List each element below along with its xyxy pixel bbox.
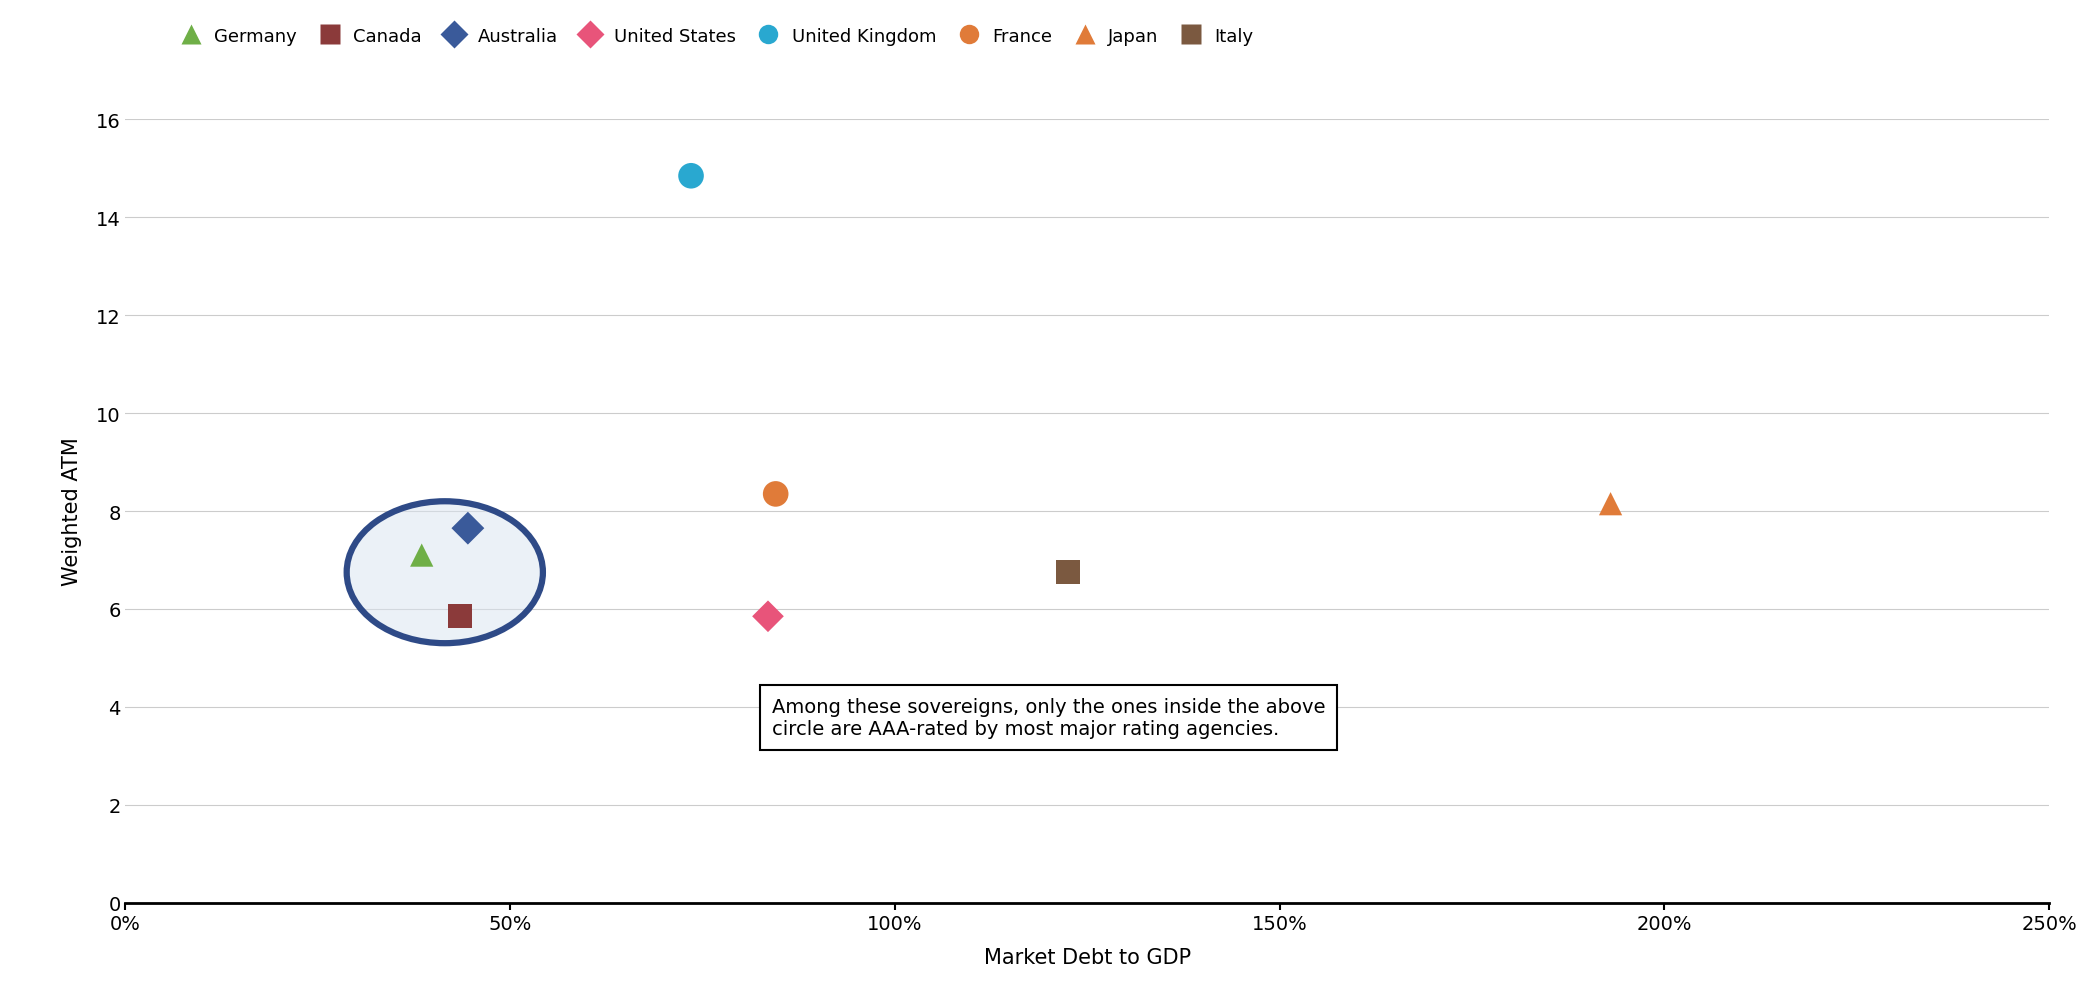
Point: [1052, 565, 1085, 581]
Point: [452, 521, 485, 537]
Point: [443, 609, 477, 625]
Point: [673, 169, 707, 185]
Point: [759, 486, 792, 503]
Y-axis label: Weighted ATM: Weighted ATM: [63, 437, 82, 586]
Legend: Germany, Canada, Australia, United States, United Kingdom, France, Japan, Italy: Germany, Canada, Australia, United State…: [174, 28, 1255, 46]
Point: [1593, 496, 1627, 513]
Point: [406, 548, 439, 564]
Ellipse shape: [347, 502, 544, 644]
Text: Among these sovereigns, only the ones inside the above
circle are AAA-rated by m: Among these sovereigns, only the ones in…: [772, 697, 1326, 738]
X-axis label: Market Debt to GDP: Market Debt to GDP: [983, 948, 1192, 967]
Point: [751, 609, 784, 625]
